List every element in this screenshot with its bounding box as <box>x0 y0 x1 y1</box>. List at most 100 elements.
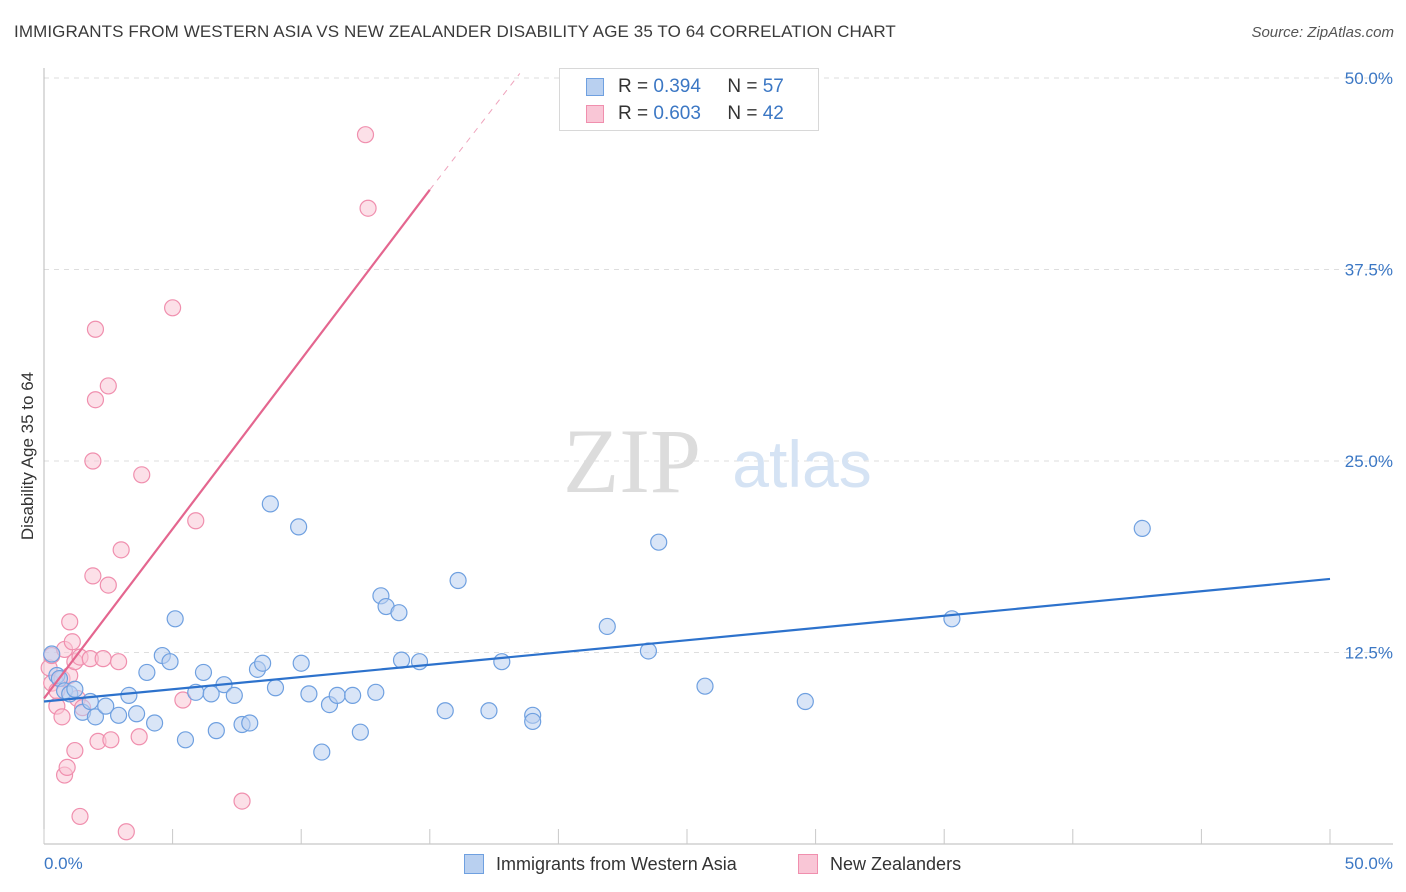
y-tick-label: 12.5% <box>1345 644 1393 663</box>
bottom-legend-western-asia: Immigrants from Western Asia <box>464 852 737 876</box>
data-point <box>292 654 310 672</box>
series-0-points <box>43 495 1151 761</box>
data-point <box>145 714 164 732</box>
legend-stats-new-zealanders: R = 0.603 N = 42 <box>618 103 784 125</box>
data-point <box>254 654 272 672</box>
data-point <box>194 663 213 682</box>
legend-n-value: 42 <box>762 103 784 124</box>
data-point <box>241 714 259 732</box>
legend: R = 0.394 N = 57 R = 0.603 N = 42 <box>559 68 819 131</box>
data-point <box>367 683 385 701</box>
data-point <box>480 702 498 720</box>
data-point <box>207 722 225 740</box>
data-point <box>133 466 151 484</box>
legend-swatch-new-zealanders <box>586 105 604 123</box>
data-point <box>86 708 105 726</box>
data-point <box>127 705 146 723</box>
data-point <box>58 758 76 777</box>
data-point <box>61 613 79 631</box>
legend-n-label: N = <box>727 76 758 97</box>
data-point <box>112 541 130 559</box>
data-point <box>109 706 128 724</box>
data-point <box>359 199 377 217</box>
data-point <box>174 691 192 709</box>
y-tick-label: 25.0% <box>1345 452 1393 471</box>
x-tick-label-min: 0.0% <box>44 854 83 873</box>
data-point <box>356 126 375 144</box>
chart-title: IMMIGRANTS FROM WESTERN ASIA VS NEW ZEAL… <box>14 22 896 41</box>
data-point <box>71 807 89 826</box>
y-tick-label: 37.5% <box>1345 261 1393 280</box>
data-point <box>102 731 120 749</box>
data-point <box>99 377 117 395</box>
data-point <box>109 653 128 671</box>
data-point <box>66 741 84 760</box>
y-tick-label: 50.0% <box>1345 69 1393 88</box>
data-point <box>130 728 148 746</box>
watermark-atlas: atlas <box>732 427 871 501</box>
legend-r-value: 0.603 <box>653 103 701 124</box>
data-point <box>94 650 112 668</box>
legend-r-label: R = <box>618 76 649 97</box>
bottom-legend-label-western-asia: Immigrants from Western Asia <box>496 853 737 874</box>
data-point <box>392 651 411 669</box>
data-point <box>86 320 105 338</box>
watermark-zip: ZIP <box>563 410 701 512</box>
data-point <box>493 653 511 671</box>
data-point <box>290 518 308 536</box>
legend-swatch-western-asia <box>586 78 604 96</box>
data-point <box>138 663 156 682</box>
data-point <box>351 723 369 741</box>
data-point <box>233 792 251 810</box>
data-point <box>328 686 346 704</box>
source-label: Source: ZipAtlas.com <box>1251 24 1394 41</box>
data-point <box>187 512 205 530</box>
data-point <box>261 495 279 513</box>
legend-r-label: R = <box>618 103 649 124</box>
axes <box>43 68 1393 845</box>
data-point <box>796 692 814 711</box>
data-point <box>166 610 184 628</box>
trend-lines <box>43 73 1331 703</box>
data-point <box>99 576 117 594</box>
data-point <box>63 633 81 651</box>
data-point <box>53 708 71 726</box>
data-point <box>120 686 138 704</box>
data-point <box>66 680 84 698</box>
data-point <box>266 679 285 697</box>
data-point <box>86 391 105 409</box>
data-point <box>598 617 616 636</box>
data-point <box>176 731 195 749</box>
legend-n-label: N = <box>727 103 758 124</box>
trend-line-extension-series-1 <box>429 73 521 191</box>
data-point <box>300 685 318 703</box>
trend-line-series-1 <box>43 189 431 700</box>
data-point <box>164 299 182 317</box>
data-point <box>84 452 102 470</box>
data-point <box>344 686 362 704</box>
legend-n-value: 57 <box>762 76 784 97</box>
series-1-points <box>40 126 377 841</box>
bottom-legend-new-zealanders: New Zealanders <box>798 852 961 876</box>
data-point <box>390 604 408 622</box>
legend-stats-western-asia: R = 0.394 N = 57 <box>618 76 784 98</box>
y-tick-labels: 12.5% 25.0% 37.5% 50.0% <box>1345 69 1393 663</box>
data-point <box>117 823 135 841</box>
data-point <box>943 610 961 628</box>
watermark: ZIP atlas <box>563 410 872 512</box>
data-point <box>161 653 179 671</box>
data-point <box>696 677 714 695</box>
data-point <box>650 533 668 551</box>
data-point <box>43 645 61 663</box>
bottom-legend-swatch-western-asia <box>464 854 484 874</box>
data-point <box>436 702 454 720</box>
data-point <box>84 567 102 585</box>
bottom-legend-swatch-new-zealanders <box>798 854 818 874</box>
x-tick-label-max: 50.0% <box>1345 854 1393 873</box>
data-point <box>313 743 331 761</box>
trend-line-series-0 <box>43 577 1331 703</box>
data-point <box>449 571 467 590</box>
data-point <box>524 712 542 731</box>
grid-lines <box>44 77 1393 653</box>
